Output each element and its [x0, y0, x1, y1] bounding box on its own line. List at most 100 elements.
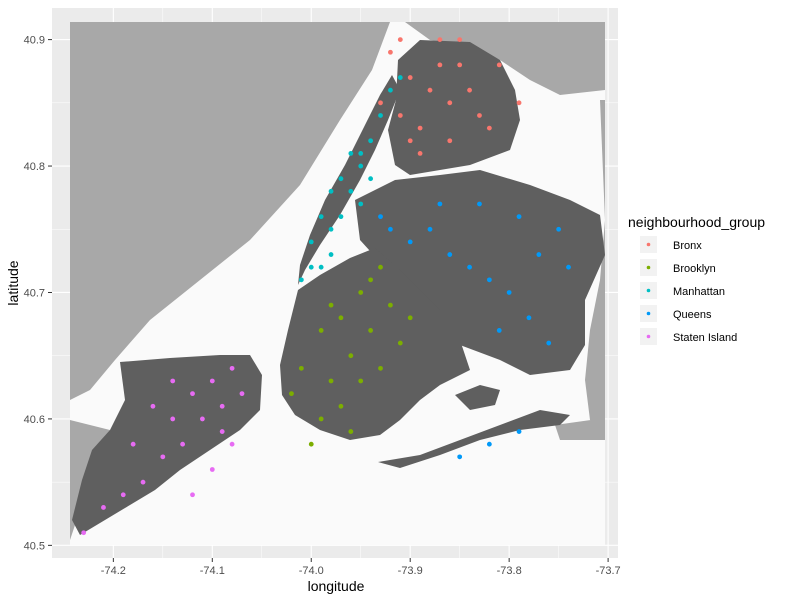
point-brooklyn	[289, 391, 294, 397]
y-tick-label: 40.6	[24, 414, 45, 426]
point-bronx	[437, 37, 443, 43]
point-brooklyn	[338, 315, 344, 321]
point-brooklyn	[318, 328, 324, 333]
point-queens	[566, 264, 571, 270]
point-brooklyn	[338, 403, 344, 409]
point-queens	[486, 441, 492, 447]
brooklyn-borough	[280, 248, 470, 440]
point-staten-island	[140, 479, 146, 485]
point-bronx	[486, 125, 492, 131]
point-manhattan	[318, 214, 324, 220]
point-bronx	[378, 100, 383, 106]
point-manhattan	[338, 176, 344, 182]
x-tick-label: -73.7	[596, 565, 621, 577]
point-queens	[378, 214, 383, 220]
point-staten-island	[160, 454, 166, 460]
legend-label-brooklyn: Brooklyn	[673, 263, 716, 275]
point-bronx	[407, 75, 413, 80]
point-bronx	[467, 87, 472, 93]
point-staten-island	[209, 467, 215, 472]
point-staten-island	[81, 530, 87, 536]
point-manhattan	[348, 188, 354, 194]
point-brooklyn	[368, 277, 374, 283]
point-staten-island	[180, 441, 186, 447]
nassau-land	[585, 100, 605, 430]
jamaica-bay-islands	[455, 385, 500, 410]
point-queens	[407, 239, 413, 245]
point-staten-island	[219, 403, 225, 409]
point-staten-island	[170, 416, 176, 422]
x-axis-title: longitude	[308, 578, 365, 594]
legend-title: neighbourhood_group	[628, 214, 765, 230]
point-queens	[486, 277, 492, 283]
point-queens	[556, 226, 562, 232]
point-staten-island	[229, 441, 235, 447]
point-bronx	[388, 49, 393, 55]
point-manhattan	[358, 201, 364, 207]
point-brooklyn	[358, 290, 364, 295]
point-brooklyn	[358, 378, 364, 384]
point-queens	[457, 454, 463, 460]
point-brooklyn	[348, 429, 354, 434]
point-staten-island	[150, 403, 156, 409]
axes: -74.2 -74.1 -74.0 -73.9 -73.8 -73.7 40.5 40.6 40…	[24, 35, 621, 577]
point-queens	[516, 214, 522, 220]
point-staten-island	[200, 416, 205, 422]
point-manhattan	[358, 151, 364, 156]
y-tick-label: 40.9	[24, 35, 45, 47]
legend-label-staten-island: Staten Island	[673, 332, 737, 344]
new-jersey-land	[70, 22, 390, 400]
point-queens	[516, 429, 522, 434]
legend: neighbourhood_group Bronx Brooklyn Manhatt…	[628, 214, 765, 345]
point-brooklyn	[328, 378, 334, 384]
point-staten-island	[209, 378, 215, 384]
legend-dot-queens	[646, 311, 651, 316]
point-queens	[447, 252, 453, 257]
point-bronx	[447, 138, 453, 144]
point-bronx	[417, 125, 423, 131]
point-staten-island	[120, 492, 126, 498]
point-manhattan	[348, 151, 354, 156]
point-bronx	[397, 113, 403, 118]
legend-dot-manhattan	[646, 288, 651, 293]
point-queens	[496, 328, 502, 333]
point-bronx	[407, 138, 413, 144]
legend-dot-brooklyn	[646, 265, 651, 270]
x-tick-label: -74.0	[299, 565, 324, 577]
point-queens	[546, 340, 552, 346]
y-tick-label: 40.7	[24, 287, 45, 299]
point-brooklyn	[397, 340, 403, 346]
point-manhattan	[298, 277, 304, 283]
y-axis-title: latitude	[5, 260, 21, 305]
x-tick-label: -73.8	[497, 565, 522, 577]
point-brooklyn	[407, 315, 413, 321]
point-brooklyn	[378, 365, 383, 371]
point-queens	[526, 315, 532, 321]
x-tick-label: -73.9	[398, 565, 423, 577]
point-bronx	[457, 37, 463, 43]
point-manhattan	[368, 138, 374, 144]
point-manhattan	[308, 264, 314, 270]
point-queens	[506, 290, 512, 295]
nyc-basemap	[70, 22, 605, 545]
x-tick-label: -74.1	[200, 565, 225, 577]
point-queens	[477, 201, 482, 207]
point-queens	[437, 201, 443, 207]
point-bronx	[397, 37, 403, 43]
plot-panel	[52, 8, 618, 558]
queens-borough	[355, 170, 605, 375]
point-bronx	[447, 100, 453, 106]
point-manhattan	[328, 226, 334, 232]
point-brooklyn	[308, 441, 314, 447]
manhattan-borough	[298, 75, 400, 285]
point-manhattan	[308, 239, 314, 245]
point-queens	[388, 226, 393, 232]
point-manhattan	[328, 188, 334, 194]
point-brooklyn	[368, 328, 374, 333]
point-manhattan	[358, 163, 364, 169]
point-staten-island	[190, 492, 195, 498]
legend-label-bronx: Bronx	[673, 240, 702, 252]
point-staten-island	[130, 441, 136, 447]
point-bronx	[516, 100, 522, 106]
